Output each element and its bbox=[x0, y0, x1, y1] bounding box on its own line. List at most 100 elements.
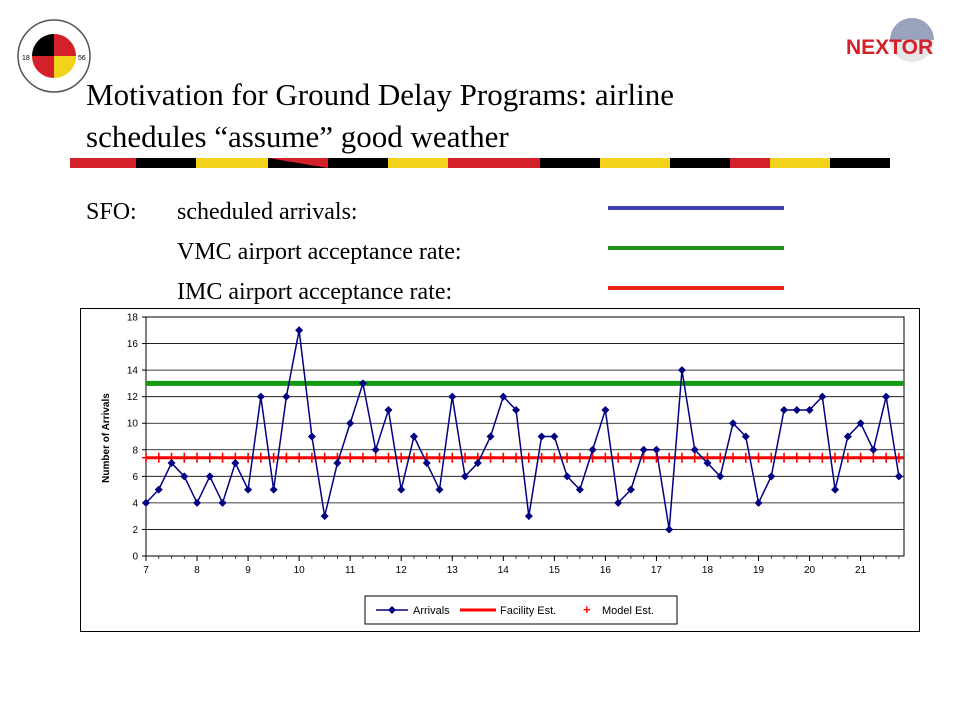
arrivals-point bbox=[741, 432, 750, 441]
arrivals-point bbox=[448, 392, 457, 401]
model-est-marker bbox=[282, 452, 291, 463]
arrivals-point bbox=[869, 445, 878, 454]
model-est-marker bbox=[244, 452, 253, 463]
x-tick-label: 7 bbox=[143, 565, 149, 576]
arrivals-point bbox=[307, 432, 316, 441]
model-est-marker bbox=[729, 452, 738, 463]
arrivals-point bbox=[205, 472, 214, 481]
model-est-marker bbox=[754, 452, 763, 463]
x-tick-label: 19 bbox=[753, 565, 765, 576]
arrivals-point bbox=[703, 459, 712, 468]
arrivals-point bbox=[550, 432, 559, 441]
arrivals-point bbox=[142, 498, 150, 507]
model-est-marker bbox=[831, 452, 840, 463]
legend-model-label: Model Est. bbox=[602, 605, 654, 617]
model-est-marker bbox=[499, 452, 508, 463]
model-est-marker bbox=[358, 452, 367, 463]
arrivals-point bbox=[882, 392, 891, 401]
arrivals-point bbox=[690, 445, 699, 454]
arrivals-point bbox=[231, 459, 240, 468]
chart-legend: Arrivals Facility Est. + Model Est. bbox=[364, 595, 678, 625]
arrivals-point bbox=[282, 392, 291, 401]
legend-facility-label: Facility Est. bbox=[500, 605, 556, 617]
arrivals-point bbox=[831, 485, 840, 494]
key-label-scheduled: scheduled arrivals: bbox=[177, 199, 358, 225]
arrivals-point bbox=[435, 485, 444, 494]
y-tick-label: 10 bbox=[127, 419, 139, 430]
arrivals-point bbox=[333, 459, 342, 468]
model-est-marker bbox=[626, 452, 635, 463]
model-est-marker bbox=[869, 452, 878, 463]
arrivals-point bbox=[792, 405, 801, 414]
arrivals-line bbox=[145, 330, 900, 530]
arrivals-point bbox=[626, 485, 635, 494]
model-est-marker bbox=[269, 452, 278, 463]
arrivals-point bbox=[154, 485, 163, 494]
arrivals-point bbox=[588, 445, 597, 454]
arrivals-point bbox=[320, 512, 329, 521]
model-est-marker bbox=[805, 452, 814, 463]
key-swatch-vmc bbox=[608, 246, 784, 250]
arrivals-point bbox=[167, 459, 176, 468]
arrivals-point bbox=[652, 445, 661, 454]
y-tick-label: 14 bbox=[127, 366, 139, 377]
x-tick-label: 10 bbox=[294, 565, 306, 576]
arrivals-point bbox=[716, 472, 725, 481]
title-line-2: schedules “assume” good weather bbox=[86, 119, 509, 154]
model-est-marker bbox=[486, 452, 495, 463]
y-tick-label: 0 bbox=[132, 552, 138, 563]
maryland-stripe bbox=[70, 158, 890, 168]
umd-logo: 18 56 bbox=[14, 16, 94, 96]
model-est-marker bbox=[856, 452, 865, 463]
model-est-marker bbox=[843, 452, 852, 463]
arrivals-point bbox=[256, 392, 265, 401]
arrivals-point bbox=[397, 485, 406, 494]
arrivals-point bbox=[524, 512, 533, 521]
arrivals-point bbox=[384, 405, 393, 414]
x-tick-label: 13 bbox=[447, 565, 459, 576]
arrivals-point bbox=[729, 419, 738, 428]
y-tick-label: 6 bbox=[132, 472, 138, 483]
x-tick-label: 16 bbox=[600, 565, 612, 576]
title-line-1: Motivation for Ground Delay Programs: ai… bbox=[86, 77, 675, 112]
arrivals-chart: 0 2 4 6 8 10 12 14 16 18 7 8 9 10 11 12 13 14 15 16 17 18 19 2… bbox=[80, 308, 920, 632]
model-est-marker bbox=[780, 452, 789, 463]
arrivals-point bbox=[244, 485, 253, 494]
y-tick-label: 2 bbox=[132, 525, 138, 536]
model-est-marker bbox=[690, 452, 699, 463]
legend-arrivals-label: Arrivals bbox=[413, 605, 450, 617]
model-est-marker bbox=[218, 452, 227, 463]
arrivals-point bbox=[409, 432, 418, 441]
model-est-marker bbox=[882, 452, 891, 463]
arrivals-point bbox=[180, 472, 189, 481]
arrivals-point bbox=[193, 498, 202, 507]
model-est-marker bbox=[524, 452, 533, 463]
arrivals-point bbox=[371, 445, 380, 454]
model-est-marker bbox=[614, 452, 623, 463]
model-est-marker bbox=[256, 452, 265, 463]
model-est-marker bbox=[193, 452, 202, 463]
x-tick-label: 21 bbox=[855, 565, 867, 576]
model-est-marker bbox=[205, 452, 214, 463]
nextor-logo-text: NEXTOR bbox=[846, 36, 933, 59]
x-tick-label: 14 bbox=[498, 565, 510, 576]
arrivals-point bbox=[754, 498, 763, 507]
x-tick-label: 17 bbox=[651, 565, 663, 576]
arrivals-point bbox=[269, 485, 278, 494]
arrivals-point bbox=[422, 459, 431, 468]
arrivals-point bbox=[665, 525, 674, 534]
x-tick-label: 9 bbox=[245, 565, 251, 576]
arrivals-point bbox=[486, 432, 495, 441]
model-est-marker bbox=[320, 452, 329, 463]
umd-year-right: 56 bbox=[78, 55, 86, 62]
arrivals-point bbox=[537, 432, 546, 441]
arrivals-point bbox=[512, 405, 521, 414]
y-tick-label: 18 bbox=[127, 313, 139, 324]
model-est-marker bbox=[180, 452, 189, 463]
model-est-marker bbox=[384, 452, 393, 463]
x-tick-label: 12 bbox=[396, 565, 408, 576]
arrivals-point bbox=[295, 326, 304, 335]
model-est-marker bbox=[677, 452, 686, 463]
arrivals-point bbox=[639, 445, 648, 454]
arrivals-point bbox=[780, 405, 789, 414]
